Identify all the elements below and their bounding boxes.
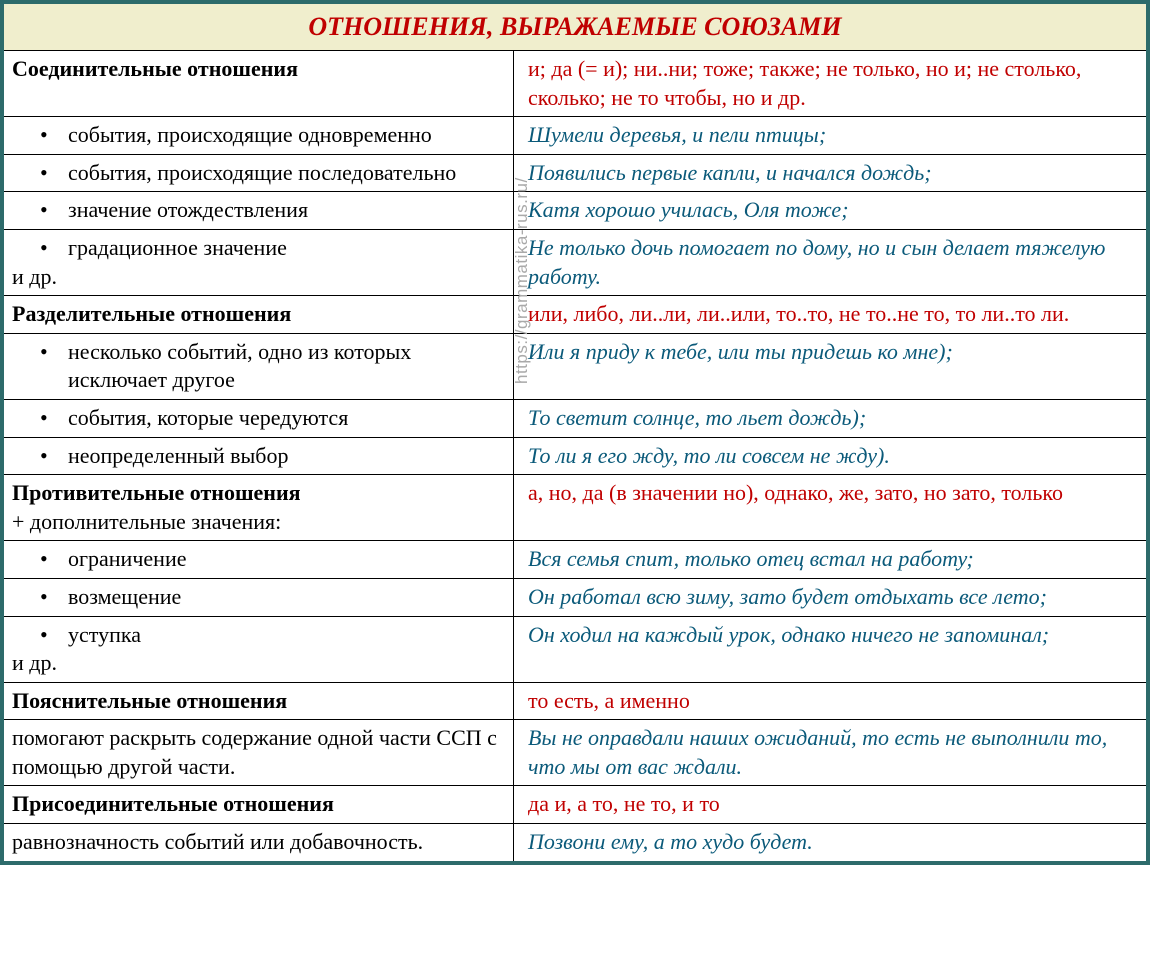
left-cell: •несколько событий, одно из которых искл… (4, 334, 514, 399)
bullet-suffix: и др. (12, 649, 505, 678)
bullet-dot-icon: • (40, 159, 68, 188)
bullet-dot-icon: • (40, 545, 68, 574)
bullet-text: градационное значение (68, 234, 505, 263)
left-cell: •события, происходящие последовательно (4, 155, 514, 192)
table-row: Присоединительные отношения да и, а то, н… (4, 786, 1146, 824)
left-cell: равнозначность событий или добавочность. (4, 824, 514, 861)
table-row: Разделительные отношения или, либо, ли..л… (4, 296, 1146, 334)
table-row: •события, происходящие одновременно Шумел… (4, 117, 1146, 155)
watermark-url: https://grammatika-rus.ru/ (512, 177, 532, 384)
example-sentence: Или я приду к тебе, или ты придешь ко мн… (514, 334, 1146, 399)
left-cell: Пояснительные отношения (4, 683, 514, 720)
example-sentence: Позвони ему, а то худо будет. (514, 824, 1146, 861)
example-sentence: Он ходил на каждый урок, однако ничего н… (514, 617, 1146, 682)
bullet-item: •события, которые чередуются (12, 404, 505, 433)
bullet-item: •события, происходящие последовательно (12, 159, 505, 188)
left-cell: •уступка и др. (4, 617, 514, 682)
table-row: •градационное значениеи др.Не только доч… (4, 230, 1146, 296)
bullet-text: возмещение (68, 583, 505, 612)
table-row: Противительные отношения+ дополнительные… (4, 475, 1146, 541)
conjunction-list: то есть, а именно (514, 683, 1146, 720)
heading-suffix: + дополнительные значения: (12, 508, 505, 537)
bullet-text: значение отождествления (68, 196, 505, 225)
table-row: Соединительные отношения и; да (= и); ни.… (4, 51, 1146, 117)
bullet-item: •значение отождествления (12, 196, 505, 225)
bullet-dot-icon: • (40, 621, 68, 650)
left-cell: •возмещение (4, 579, 514, 616)
bullet-dot-icon: • (40, 196, 68, 225)
example-sentence: Вы не оправдали наших ожиданий, то есть … (514, 720, 1146, 785)
table-row: •несколько событий, одно из которых искл… (4, 334, 1146, 400)
table-row: равнозначность событий или добавочность.… (4, 824, 1146, 861)
bullet-item: •несколько событий, одно из которых искл… (12, 338, 505, 395)
bullet-text: события, происходящие одновременно (68, 121, 505, 150)
relation-heading: Противительные отношения (12, 479, 505, 508)
table-row: •ограничение Вся семья спит, только отец … (4, 541, 1146, 579)
left-cell: •неопределенный выбор (4, 438, 514, 475)
relation-heading: Присоединительные отношения (12, 790, 505, 819)
table-row: •события, происходящие последовательно По… (4, 155, 1146, 193)
table-row: •события, которые чередуются То светит со… (4, 400, 1146, 438)
conjunction-list: а, но, да (в значении но), однако, же, з… (514, 475, 1146, 540)
table-row: помогают раскрыть содержание одной части… (4, 720, 1146, 786)
left-cell: •события, которые чередуются (4, 400, 514, 437)
bullet-item: •уступка (12, 621, 505, 650)
left-cell: •значение отождествления (4, 192, 514, 229)
example-sentence: Он работал всю зиму, зато будет отдыхать… (514, 579, 1146, 616)
conjunction-list: да и, а то, не то, и то (514, 786, 1146, 823)
example-sentence: Шумели деревья, и пели птицы; (514, 117, 1146, 154)
bullet-suffix: и др. (12, 263, 505, 292)
left-cell: помогают раскрыть содержание одной части… (4, 720, 514, 785)
relation-heading: Соединительные отношения (12, 55, 505, 84)
example-sentence: То светит солнце, то льет дождь); (514, 400, 1146, 437)
example-sentence: То ли я его жду, то ли совсем не жду). (514, 438, 1146, 475)
bullet-item: •возмещение (12, 583, 505, 612)
table-row: •значение отождествления Катя хорошо учил… (4, 192, 1146, 230)
left-cell: •градационное значениеи др. (4, 230, 514, 295)
example-sentence: Появились первые капли, и начался дождь; (514, 155, 1146, 192)
bullet-text: события, происходящие последовательно (68, 159, 505, 188)
bullet-dot-icon: • (40, 442, 68, 471)
bullet-text: события, которые чередуются (68, 404, 505, 433)
bullet-item: •градационное значение (12, 234, 505, 263)
bullet-dot-icon: • (40, 583, 68, 612)
bullet-item: •ограничение (12, 545, 505, 574)
example-sentence: Вся семья спит, только отец встал на раб… (514, 541, 1146, 578)
description-text: равнозначность событий или добавочность. (12, 828, 505, 857)
bullet-dot-icon: • (40, 338, 68, 395)
left-cell: Присоединительные отношения (4, 786, 514, 823)
description-text: помогают раскрыть содержание одной части… (12, 724, 505, 781)
left-cell: Соединительные отношения (4, 51, 514, 116)
example-sentence: Катя хорошо училась, Оля тоже; (514, 192, 1146, 229)
table-row: •уступка и др.Он ходил на каждый урок, о… (4, 617, 1146, 683)
bullet-text: несколько событий, одно из которых исклю… (68, 338, 505, 395)
table-row: Пояснительные отношения то есть, а именно (4, 683, 1146, 721)
grammar-table: ОТНОШЕНИЯ, ВЫРАЖАЕМЫЕ СОЮЗАМИ Соединител… (0, 0, 1150, 865)
table-row: •возмещение Он работал всю зиму, зато буд… (4, 579, 1146, 617)
bullet-dot-icon: • (40, 121, 68, 150)
relation-heading: Разделительные отношения (12, 300, 505, 329)
example-sentence: Не только дочь помогает по дому, но и сы… (514, 230, 1146, 295)
bullet-dot-icon: • (40, 234, 68, 263)
left-cell: Разделительные отношения (4, 296, 514, 333)
bullet-text: уступка (68, 621, 505, 650)
bullet-text: неопределенный выбор (68, 442, 505, 471)
bullet-item: •события, происходящие одновременно (12, 121, 505, 150)
bullet-item: •неопределенный выбор (12, 442, 505, 471)
conjunction-list: или, либо, ли..ли, ли..или, то..то, не т… (514, 296, 1146, 333)
table-title: ОТНОШЕНИЯ, ВЫРАЖАЕМЫЕ СОЮЗАМИ (4, 4, 1146, 51)
bullet-text: ограничение (68, 545, 505, 574)
left-cell: •ограничение (4, 541, 514, 578)
table-row: •неопределенный выбор То ли я его жду, то… (4, 438, 1146, 476)
conjunction-list: и; да (= и); ни..ни; тоже; также; не тол… (514, 51, 1146, 116)
left-cell: •события, происходящие одновременно (4, 117, 514, 154)
relation-heading: Пояснительные отношения (12, 687, 505, 716)
bullet-dot-icon: • (40, 404, 68, 433)
left-cell: Противительные отношения+ дополнительные… (4, 475, 514, 540)
